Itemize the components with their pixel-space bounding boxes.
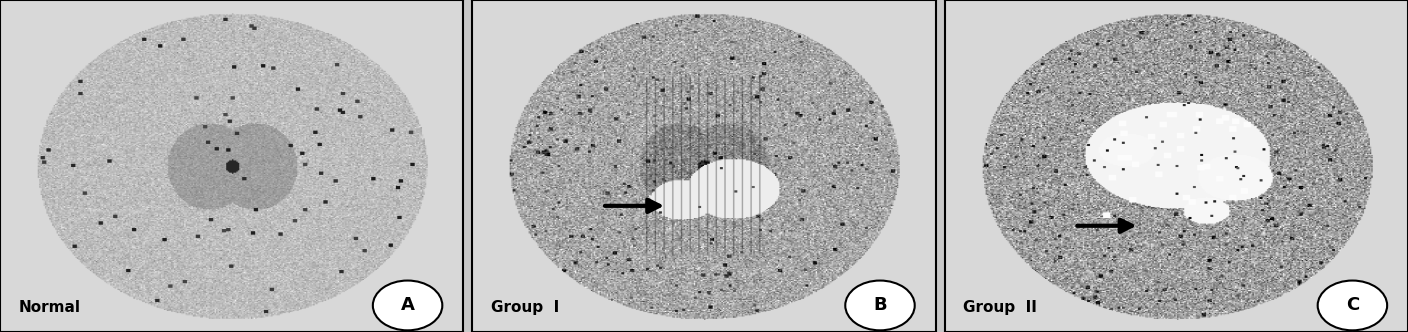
Text: Group  II: Group II xyxy=(963,300,1038,315)
Circle shape xyxy=(1318,281,1387,330)
Circle shape xyxy=(845,281,915,330)
Text: Normal: Normal xyxy=(18,300,80,315)
Text: A: A xyxy=(401,296,414,314)
Circle shape xyxy=(373,281,442,330)
Text: C: C xyxy=(1346,296,1359,314)
Text: B: B xyxy=(873,296,887,314)
Text: Group  I: Group I xyxy=(491,300,559,315)
